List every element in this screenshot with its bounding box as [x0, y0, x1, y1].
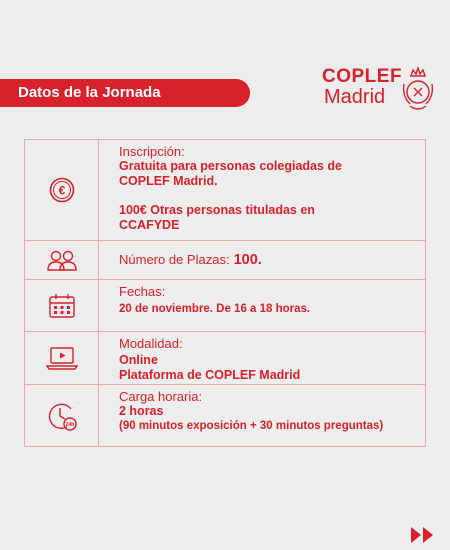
row-fechas: Fechas: 20 de noviembre. De 16 a 18 hora… [25, 280, 425, 332]
text-cell: Número de Plazas: 100. [99, 241, 262, 279]
modalidad-value-line1: Online [119, 353, 158, 367]
double-chevron-right-icon[interactable] [410, 526, 436, 544]
svg-text:24h: 24h [65, 422, 74, 428]
icon-cell: € [25, 140, 99, 240]
logo-text-bottom: Madrid [324, 86, 386, 108]
people-icon [46, 250, 77, 271]
icon-cell [25, 280, 99, 331]
inscripcion-value-line4: CCAFYDE [119, 218, 180, 232]
section-title: Datos de la Jornada [18, 84, 161, 101]
logo-text-top: COPLEF [322, 66, 403, 87]
section-banner: Datos de la Jornada [0, 79, 250, 107]
carga-label: Carga horaria: [119, 389, 203, 404]
text-cell: Inscripción: Gratuita para personas cole… [99, 140, 342, 240]
row-inscripcion: € Inscripción: Gratuita para personas co… [25, 140, 425, 241]
crest-icon [402, 66, 434, 110]
text-cell: Carga horaria: 2 horas (90 minutos expos… [99, 385, 383, 446]
plazas-line: Número de Plazas: 100. [119, 252, 262, 268]
icon-cell: 24h [25, 385, 99, 446]
inscripcion-label: Inscripción: [119, 144, 185, 159]
inscripcion-value-line3: 100€ Otras personas tituladas en [119, 203, 315, 217]
clock-icon: 24h [48, 403, 77, 431]
icon-cell [25, 332, 99, 384]
plazas-value: 100. [233, 252, 262, 268]
euro-coin-icon: € [49, 177, 74, 203]
icon-cell [25, 241, 99, 279]
carga-value-line1: 2 horas [119, 404, 164, 418]
row-modalidad: Modalidad: Online Plataforma de COPLEF M… [25, 332, 425, 385]
inscripcion-value-line2: COPLEF Madrid. [119, 174, 218, 188]
coplef-logo: COPLEF Madrid [322, 66, 437, 112]
text-cell: Modalidad: Online Plataforma de COPLEF M… [99, 332, 300, 384]
fechas-label: Fechas: [119, 284, 166, 299]
carga-value-line2: (90 minutos exposición + 30 minutos preg… [119, 420, 384, 432]
svg-text:€: € [58, 184, 65, 198]
inscripcion-value-line1: Gratuita para personas colegiadas de [119, 159, 342, 173]
row-plazas: Número de Plazas: 100. [25, 241, 425, 280]
calendar-icon [48, 293, 75, 318]
info-table: € Inscripción: Gratuita para personas co… [24, 139, 426, 447]
modalidad-label: Modalidad: [119, 336, 183, 351]
plazas-label: Número de Plazas: [119, 252, 230, 267]
laptop-play-icon [45, 347, 78, 370]
text-cell: Fechas: 20 de noviembre. De 16 a 18 hora… [99, 280, 310, 331]
modalidad-value-line2: Plataforma de COPLEF Madrid [119, 368, 301, 382]
fechas-value: 20 de noviembre. De 16 a 18 horas. [119, 303, 311, 315]
row-carga: 24h Carga horaria: 2 horas (90 minutos e… [25, 385, 425, 446]
